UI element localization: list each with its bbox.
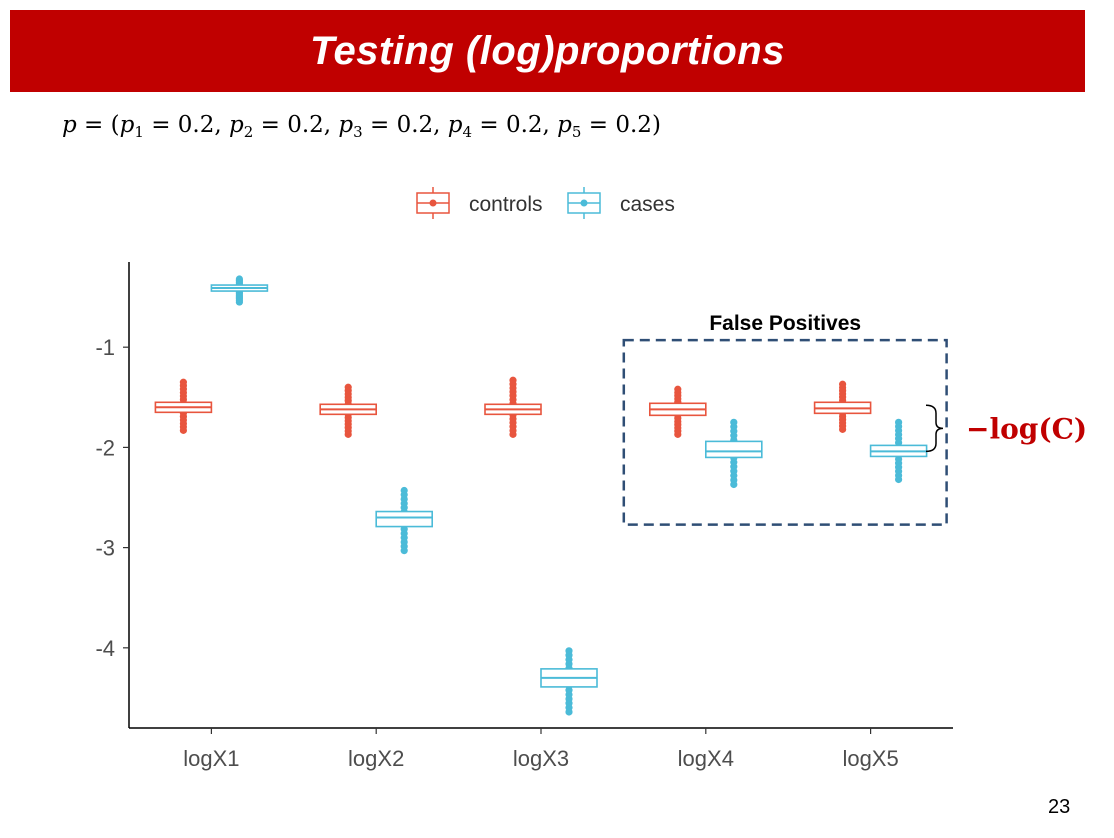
cases-box [375,510,434,528]
formula-term-var: p [229,112,244,138]
legend-key-point [429,199,437,207]
formula-term-value: 0.2 [177,112,215,138]
formula-lhs: p [62,112,77,138]
formula-term-var: p [338,112,354,138]
formula-term-sub: 2 [243,123,254,141]
cases-box [704,440,763,459]
formula-term-sub: 5 [571,123,582,141]
title-bar: Testing (log)proportions [10,10,1085,92]
formula-term-var: p [119,112,135,138]
brace [925,404,944,453]
y-tick-label: -4 [95,636,115,661]
legend-label: cases [620,193,675,216]
formula-term-var: p [447,112,463,138]
y-tick-label: -2 [95,435,115,460]
page-number: 23 [1048,796,1071,818]
proportion-formula: p = (p1 = 0.2, p2 = 0.2, p3 = 0.2, p4 = … [62,112,661,141]
x-tick-label: logX1 [183,746,239,771]
legend-key-point [580,199,588,207]
y-tick-label: -1 [95,335,115,360]
false-positives-box [622,338,948,526]
x-tick-label: logX5 [842,746,898,771]
formula-term-sub: 4 [462,123,473,141]
formula-term-var: p [557,112,572,138]
legend-label: controls [469,193,543,216]
formula-term-value: 0.2 [615,112,652,138]
y-tick-label: -3 [95,536,115,561]
slide-title: Testing (log)proportions [310,28,785,73]
formula-term-value: 0.2 [396,112,434,138]
false-positives-label: False Positives [709,312,861,335]
x-tick-label: logX3 [513,746,569,771]
x-tick-label: logX4 [678,746,734,771]
formula-term-value: 0.2 [287,112,324,138]
x-tick-label: logX2 [348,746,404,771]
formula-term-value: 0.2 [505,112,543,138]
brace-label: −log(C) [966,412,1087,445]
formula-term-sub: 1 [134,123,144,141]
formula-term-sub: 3 [353,123,363,141]
